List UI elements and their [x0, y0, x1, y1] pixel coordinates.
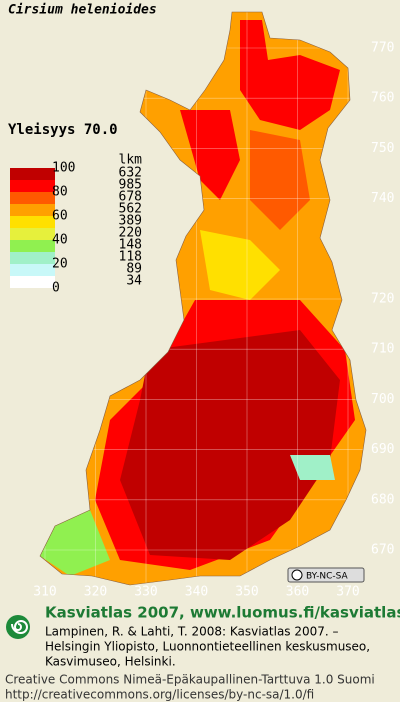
legend-swatch [10, 228, 55, 240]
cc-icon [291, 569, 303, 581]
easting-label: 310 [33, 585, 56, 600]
license-url: http://creativecommons.org/licenses/by-n… [5, 688, 314, 702]
legend-swatch [10, 264, 55, 276]
legend-swatch [10, 252, 55, 264]
legend-count: 34 [126, 274, 142, 289]
logo-spiral [11, 620, 28, 635]
legend-scale-label: 0 [52, 281, 60, 296]
legend-count: 562 [119, 202, 142, 217]
map-region [40, 510, 110, 576]
logo [6, 615, 30, 639]
northing-label: 750 [371, 141, 394, 156]
axis-labels: 770 760 750 740 720 710 700 690 680 670 310 320 330 3… [33, 41, 394, 600]
legend-swatch [10, 216, 55, 228]
legend-swatch [10, 180, 55, 192]
northing-label: 740 [371, 191, 394, 206]
easting-label: 320 [84, 585, 107, 600]
map-region [200, 230, 280, 300]
easting-label: 330 [134, 585, 157, 600]
legend-scale-label: 60 [52, 209, 68, 224]
map-region [290, 455, 335, 480]
citation-line: Kasvimuseo, Helsinki. [45, 655, 176, 669]
license-text: Creative Commons Nimeä-Epäkaupallinen-Ta… [5, 673, 375, 687]
frequency: Yleisyys 70.0 [8, 122, 118, 138]
legend-scale-label: 40 [52, 233, 68, 248]
easting-label: 340 [185, 585, 208, 600]
citation-line: Lampinen, R. & Lahti, T. 2008: Kasviatla… [45, 625, 339, 639]
legend-swatch [10, 276, 55, 288]
legend-swatch [10, 192, 55, 204]
map [40, 12, 366, 585]
legend-swatch [10, 240, 55, 252]
map-region [240, 20, 340, 130]
northing-label: 710 [371, 342, 394, 357]
map-region [180, 110, 240, 200]
easting-label: 350 [235, 585, 258, 600]
title: Cirsium helenioides [8, 3, 157, 18]
legend-scale-label: 20 [52, 257, 68, 272]
legend-swatch [10, 204, 55, 216]
legend-count: 89 [126, 262, 142, 277]
map-region [250, 130, 310, 230]
legend-scale-label: 80 [52, 185, 68, 200]
legend-swatch [10, 168, 55, 180]
legend-count: 632 [119, 166, 142, 181]
northing-label: 770 [371, 41, 394, 56]
northing-label: 680 [371, 492, 394, 507]
atlas-title: Kasviatlas 2007, www.luomus.fi/kasviatla… [45, 604, 400, 622]
northing-label: 690 [371, 442, 394, 457]
badge-text: BY-NC-SA [306, 572, 349, 582]
legend-count: 678 [119, 190, 142, 205]
northing-label: 720 [371, 292, 394, 307]
legend-count: 220 [119, 226, 142, 241]
legend-count: 389 [119, 214, 142, 229]
easting-label: 370 [336, 585, 359, 600]
legend-count-header: lkm [119, 153, 143, 168]
license-badge: BY-NC-SA [287, 567, 365, 583]
easting-label: 360 [286, 585, 309, 600]
legend-scale-label: 100 [52, 161, 75, 176]
legend-count: 148 [119, 238, 142, 253]
map-region [120, 330, 340, 560]
northing-label: 670 [371, 543, 394, 558]
northing-label: 700 [371, 392, 394, 407]
legend-count: 985 [119, 178, 142, 193]
legend-count: 118 [119, 250, 142, 265]
badge-box [287, 567, 365, 583]
citation-line: Helsingin Yliopisto, Luonnontieteellinen… [45, 640, 370, 654]
northing-label: 760 [371, 91, 394, 106]
